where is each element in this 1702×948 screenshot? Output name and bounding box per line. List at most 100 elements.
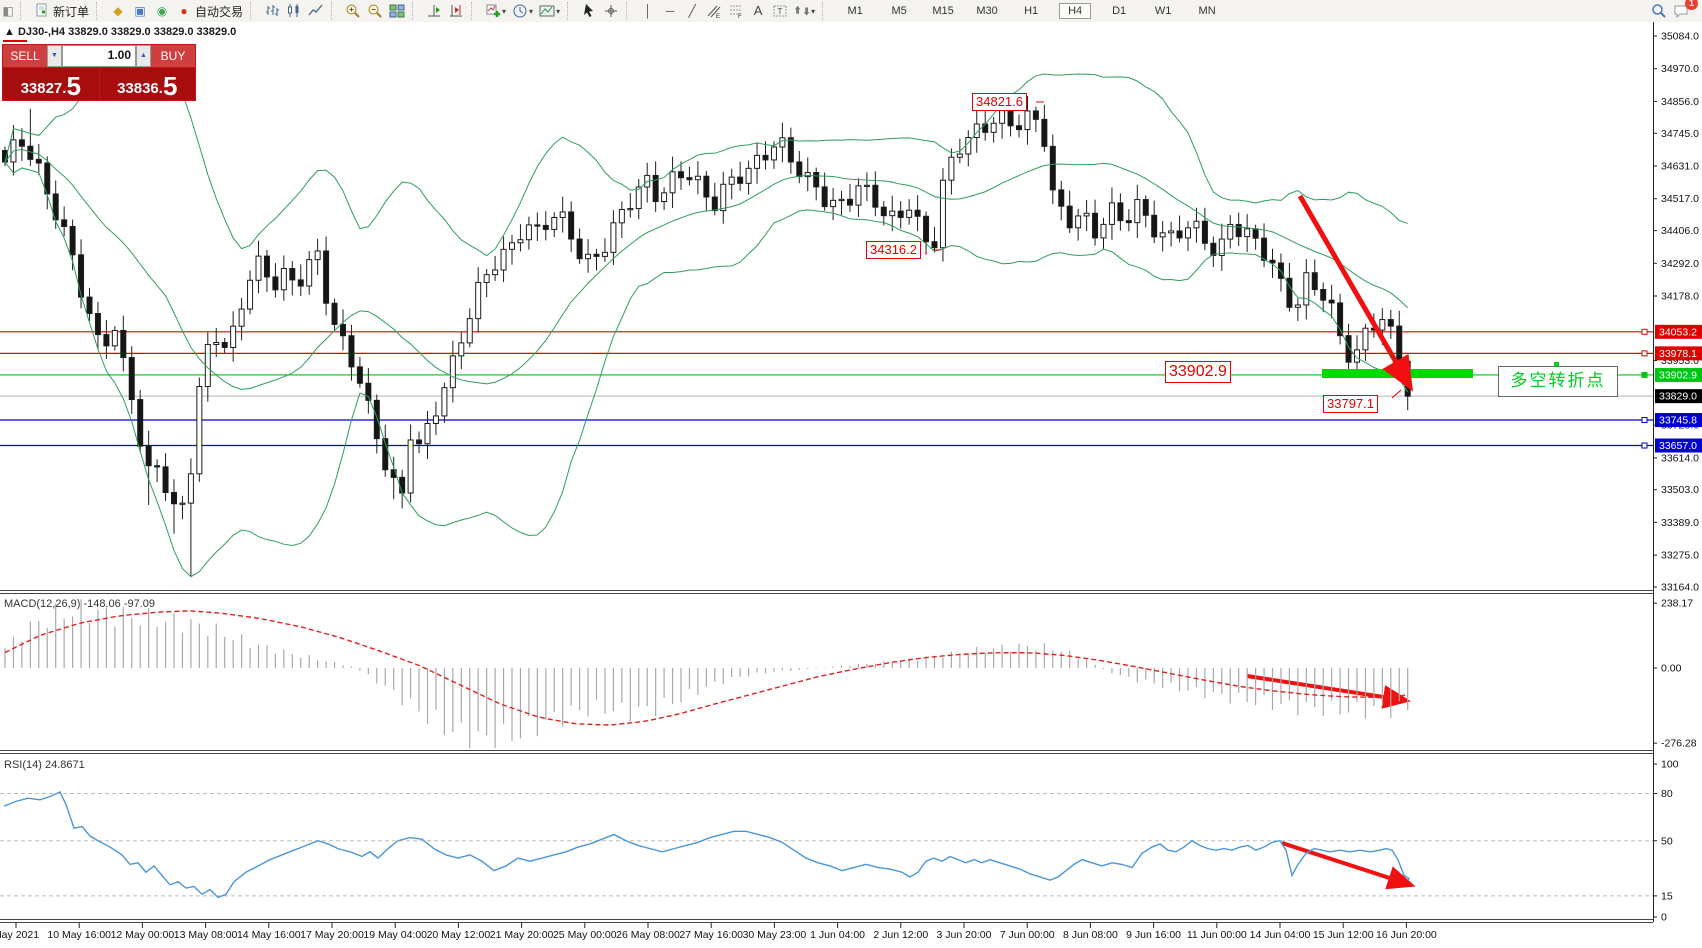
svg-text:16 Jun 20:00: 16 Jun 20:00 xyxy=(1376,929,1437,941)
svg-text:0: 0 xyxy=(1661,912,1667,924)
note-anchor-handle[interactable] xyxy=(1554,362,1559,367)
price-tag-33797[interactable]: 33797.1 xyxy=(1323,395,1378,413)
svg-text:17 May 20:00: 17 May 20:00 xyxy=(300,929,364,941)
price-axis[interactable]: 35084.0 34970.0 34856.0 34745.0 34631.0 34517… xyxy=(1653,22,1702,922)
buy-price-point: . xyxy=(158,80,163,97)
svg-text:15 Jun 12:00: 15 Jun 12:00 xyxy=(1313,929,1374,941)
tile-windows-icon xyxy=(389,3,405,19)
bar-chart-button[interactable] xyxy=(261,1,283,21)
collapse-marker-icon[interactable]: ▲ xyxy=(4,26,15,38)
tab-timeframe-h4[interactable]: H4 xyxy=(1059,3,1092,19)
svg-text:34631.0: 34631.0 xyxy=(1661,161,1699,173)
svg-text:34970.0: 34970.0 xyxy=(1661,63,1699,75)
signals-button[interactable]: ◉ xyxy=(151,1,173,21)
svg-text:7 Jun 00:00: 7 Jun 00:00 xyxy=(1000,929,1055,941)
svg-text:15: 15 xyxy=(1661,890,1673,902)
svg-text:30 May 23:00: 30 May 23:00 xyxy=(743,929,807,941)
volume-input[interactable]: 1.00 xyxy=(62,45,136,67)
cursor-tool-button[interactable] xyxy=(578,1,600,21)
svg-text:35084.0: 35084.0 xyxy=(1661,31,1699,43)
candle-chart-icon xyxy=(286,3,302,19)
toolbar-separator xyxy=(331,2,339,20)
label-tool-button[interactable]: T xyxy=(769,1,791,21)
candle-chart-button[interactable] xyxy=(283,1,305,21)
indicators-button[interactable]: ▾ xyxy=(482,1,509,21)
templates-button[interactable]: ▾ xyxy=(536,1,563,21)
sell-price[interactable]: 33827. 5 xyxy=(3,68,99,100)
rsi-trend-arrow[interactable] xyxy=(1281,841,1416,890)
svg-text:34406.0: 34406.0 xyxy=(1661,225,1699,237)
svg-text:10 May 16:00: 10 May 16:00 xyxy=(47,929,111,941)
tile-windows-button[interactable] xyxy=(386,1,408,21)
crosshair-tool-button[interactable] xyxy=(600,1,622,21)
volume-decrement-button[interactable]: ▼ xyxy=(47,45,62,67)
bollinger-upper xyxy=(4,65,1408,257)
svg-text:13 May 08:00: 13 May 08:00 xyxy=(174,929,238,941)
dropdown-caret: ▾ xyxy=(529,6,534,16)
periods-button[interactable]: ▾ xyxy=(509,1,536,21)
channel-tool-button[interactable]: E xyxy=(703,1,725,21)
svg-text:33275.0: 33275.0 xyxy=(1661,550,1699,562)
svg-text:26 May 08:00: 26 May 08:00 xyxy=(616,929,680,941)
trendline-tool-button[interactable]: ╱ xyxy=(681,1,703,21)
tab-timeframe-d1[interactable]: D1 xyxy=(1112,5,1127,17)
tab-timeframe-m1[interactable]: M1 xyxy=(847,5,863,17)
terminal-button[interactable]: ▣ xyxy=(129,1,151,21)
text-tool-button[interactable]: A xyxy=(747,1,769,21)
sell-button[interactable]: SELL xyxy=(3,45,47,67)
tab-timeframe-m5[interactable]: M5 xyxy=(891,5,907,17)
gold-icon: ◆ xyxy=(113,4,123,18)
symbol-underline xyxy=(3,40,27,42)
zoom-in-button[interactable] xyxy=(342,1,364,21)
tab-timeframe-h1[interactable]: H1 xyxy=(1024,5,1039,17)
hline-tool-button[interactable]: ─ xyxy=(659,1,681,21)
buy-price-big-digit: 5 xyxy=(162,71,178,101)
sell-price-big-digit: 5 xyxy=(66,71,81,101)
autotrade-button[interactable]: ● 自动交易 xyxy=(173,1,246,21)
crosshair-icon xyxy=(603,3,619,19)
window-icon: ▣ xyxy=(134,4,146,18)
main-trend-arrow[interactable] xyxy=(1297,194,1414,392)
market-watch-button[interactable]: ◆ xyxy=(107,1,129,21)
rsi-panel: 100 80 50 15 0 xyxy=(0,759,1679,924)
buy-button[interactable]: BUY xyxy=(151,45,195,67)
tab-timeframe-m30[interactable]: M30 xyxy=(976,5,998,17)
arrows-tool-button[interactable]: ▾ xyxy=(791,1,818,21)
signal-icon: ◉ xyxy=(156,4,168,18)
text-icon: A xyxy=(753,3,763,18)
svg-text:19 May 04:00: 19 May 04:00 xyxy=(363,929,427,941)
price-tag-33902[interactable]: 33902.9 xyxy=(1165,361,1231,383)
cursor-icon xyxy=(581,3,597,19)
svg-text:33902.9: 33902.9 xyxy=(1659,369,1697,381)
tab-timeframe-mn[interactable]: MN xyxy=(1198,5,1216,17)
svg-text:34292.0: 34292.0 xyxy=(1661,258,1699,270)
fibonacci-icon: F xyxy=(728,3,744,20)
volume-increment-button[interactable]: ▲ xyxy=(136,45,151,67)
chart-shift-button[interactable] xyxy=(445,1,467,21)
chart-shift-icon xyxy=(448,3,464,19)
auto-scroll-button[interactable] xyxy=(423,1,445,21)
svg-text:34745.0: 34745.0 xyxy=(1661,128,1699,140)
autotrade-icon: ● xyxy=(180,4,188,18)
search-button[interactable] xyxy=(1648,1,1670,21)
buy-price[interactable]: 33836. 5 xyxy=(99,68,195,101)
fibonacci-tool-button[interactable]: F xyxy=(725,1,747,21)
horizontal-line-icon: ─ xyxy=(665,4,675,18)
price-tag-34821[interactable]: 34821.6 xyxy=(972,93,1027,111)
line-chart-icon xyxy=(308,3,324,19)
turning-point-note[interactable]: 多空转折点 xyxy=(1498,366,1618,397)
notifications-button[interactable]: 1 xyxy=(1670,0,1698,21)
svg-text:1 Jun 04:00: 1 Jun 04:00 xyxy=(810,929,865,941)
profile-icon[interactable]: ◧ xyxy=(2,4,14,18)
vline-tool-button[interactable]: │ xyxy=(637,1,659,21)
zoom-out-button[interactable] xyxy=(364,1,386,21)
tab-timeframe-w1[interactable]: W1 xyxy=(1154,5,1172,17)
new-order-button[interactable]: 新订单 xyxy=(31,1,92,21)
green-support-bar xyxy=(1322,369,1473,378)
price-tag-34316[interactable]: 34316.2 xyxy=(866,241,921,259)
tab-timeframe-m15[interactable]: M15 xyxy=(932,5,954,17)
line-chart-button[interactable] xyxy=(305,1,327,21)
